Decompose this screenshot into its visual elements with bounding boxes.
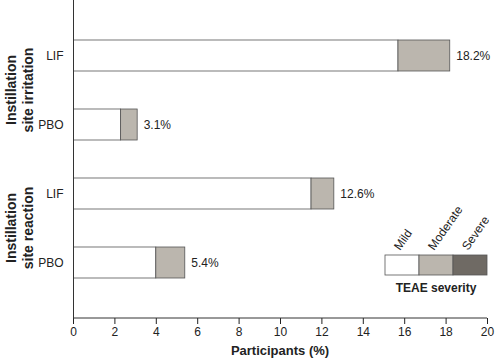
svg-text:16: 16 [398,325,412,339]
svg-text:12: 12 [315,325,329,339]
svg-text:5.4%: 5.4% [191,256,219,270]
svg-text:20: 20 [481,325,495,339]
svg-text:2: 2 [112,325,119,339]
svg-text:12.6%: 12.6% [340,187,374,201]
svg-text:18: 18 [439,325,453,339]
svg-text:10: 10 [274,325,288,339]
svg-text:Instillationsite irritation: Instillationsite irritation [3,48,36,133]
svg-text:8: 8 [236,325,243,339]
svg-text:3.1%: 3.1% [144,118,172,132]
svg-text:LIF: LIF [46,187,63,201]
svg-text:LIF: LIF [46,49,63,63]
svg-text:TEAE severity: TEAE severity [396,281,477,295]
svg-text:Instillationsite reaction: Instillationsite reaction [3,187,36,269]
svg-text:PBO: PBO [38,118,63,132]
svg-text:14: 14 [357,325,371,339]
svg-text:PBO: PBO [38,256,63,270]
svg-text:Severe: Severe [459,213,492,252]
svg-text:18.2%: 18.2% [456,49,490,63]
svg-text:Mild: Mild [391,227,415,253]
svg-text:6: 6 [194,325,201,339]
svg-text:Moderate: Moderate [425,203,466,253]
svg-text:4: 4 [153,325,160,339]
svg-text:Participants (%): Participants (%) [231,343,329,358]
svg-text:0: 0 [70,325,77,339]
